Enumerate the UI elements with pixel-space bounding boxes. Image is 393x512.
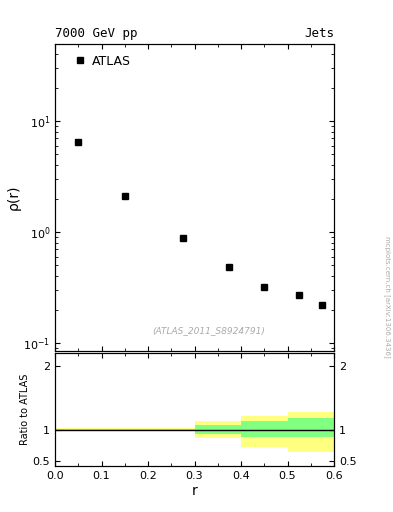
ATLAS [262, 284, 267, 290]
ATLAS [76, 139, 81, 145]
Text: 7000 GeV pp: 7000 GeV pp [55, 28, 138, 40]
X-axis label: r: r [192, 483, 197, 498]
Text: mcplots.cern.ch [arXiv:1306.3436]: mcplots.cern.ch [arXiv:1306.3436] [384, 236, 391, 358]
ATLAS [297, 292, 301, 298]
Y-axis label: Ratio to ATLAS: Ratio to ATLAS [20, 374, 30, 445]
ATLAS [180, 235, 185, 241]
ATLAS [320, 302, 325, 308]
Line: ATLAS: ATLAS [75, 138, 326, 308]
ATLAS [227, 264, 232, 270]
ATLAS [123, 193, 127, 199]
Text: Jets: Jets [304, 28, 334, 40]
Y-axis label: ρ(r): ρ(r) [6, 184, 20, 210]
Text: (ATLAS_2011_S8924791): (ATLAS_2011_S8924791) [152, 326, 265, 335]
Legend: ATLAS: ATLAS [69, 50, 136, 73]
